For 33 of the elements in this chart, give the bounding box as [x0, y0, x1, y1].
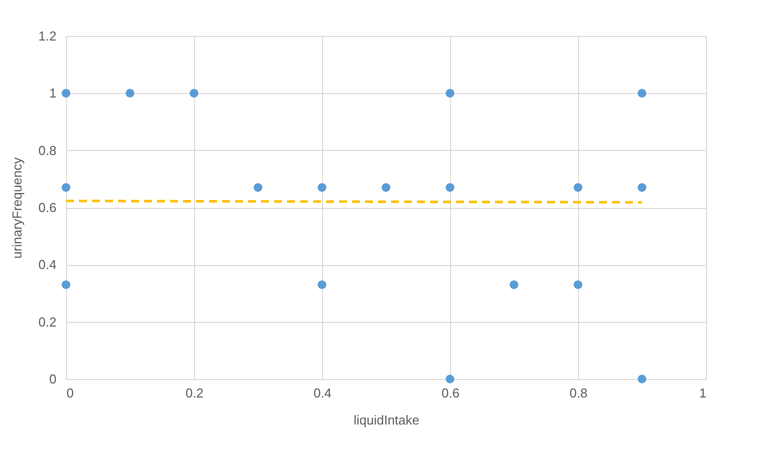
- y-tick-label: 0.8: [38, 142, 56, 158]
- point: [638, 88, 646, 98]
- x-tick-label: 0: [66, 386, 74, 400]
- point: [62, 280, 70, 289]
- y-tick-label: 0: [49, 372, 56, 386]
- point: [446, 374, 454, 384]
- y-tick-label: 0.4: [38, 257, 56, 272]
- x-tick-label: 0.6: [441, 386, 460, 400]
- point: [62, 183, 70, 192]
- point: [638, 374, 646, 384]
- point: [574, 183, 582, 192]
- point: [62, 88, 70, 98]
- point: [510, 280, 518, 289]
- y-tick-label: 0.6: [38, 200, 56, 215]
- y-tick-label: 1.2: [38, 28, 56, 44]
- point: [382, 183, 390, 192]
- x-tick-label: 1: [699, 386, 706, 400]
- point: [638, 183, 646, 192]
- point: [254, 183, 262, 192]
- x-tick-label: 0.2: [185, 386, 204, 400]
- y-tick-label: 1: [49, 86, 56, 101]
- x-tick-label: 0.8: [569, 386, 588, 400]
- y-tick-label: 0.2: [38, 314, 56, 330]
- point: [318, 280, 326, 289]
- x-axis-title: liquidIntake: [354, 412, 420, 428]
- point: [574, 280, 582, 289]
- y-axis-title: urinaryFrequency: [9, 156, 24, 259]
- point: [446, 183, 454, 192]
- point: [126, 88, 134, 98]
- x-tick-label: 0.4: [313, 386, 332, 400]
- point: [446, 88, 454, 98]
- point: [318, 183, 326, 192]
- point: [190, 88, 198, 98]
